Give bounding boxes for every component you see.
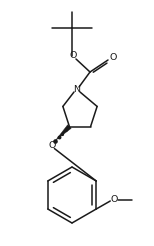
Text: O: O <box>69 51 77 61</box>
Polygon shape <box>55 125 71 140</box>
Text: N: N <box>73 86 81 94</box>
Text: O: O <box>109 53 117 62</box>
Text: O: O <box>111 196 118 204</box>
Text: O: O <box>49 141 56 150</box>
